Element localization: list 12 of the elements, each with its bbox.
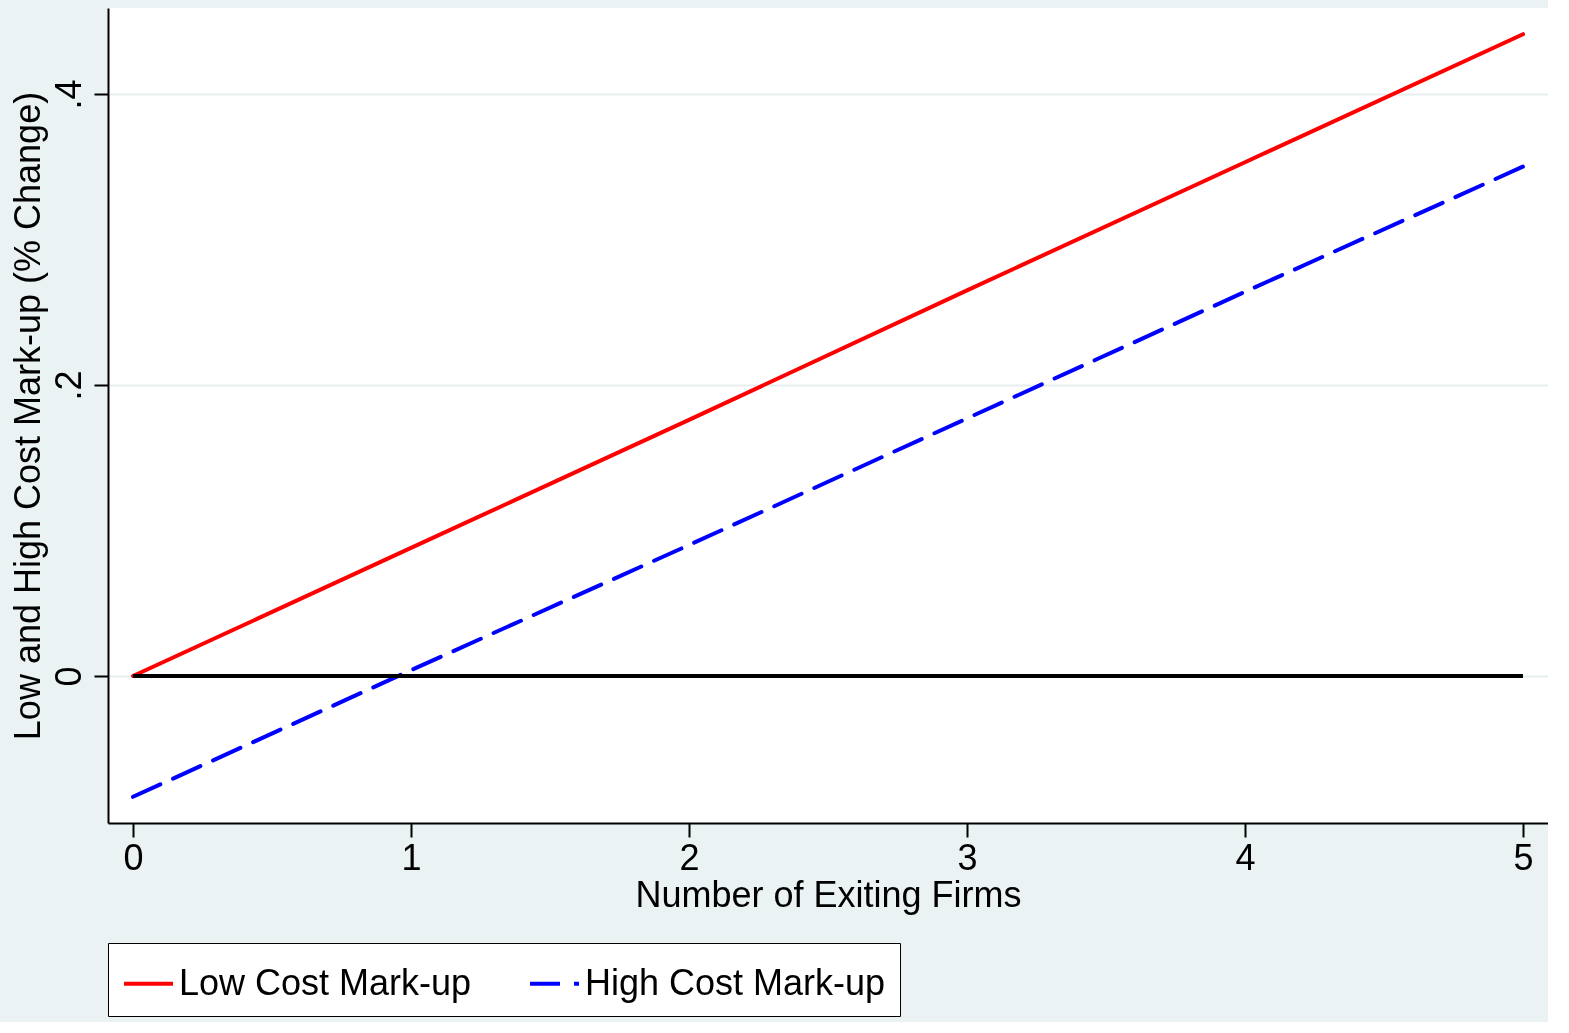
x-tick-label: 4 (1235, 836, 1256, 878)
y-axis-title: Low and High Cost Mark-up (% Change) (6, 91, 48, 741)
y-tick-label: 0 (47, 666, 89, 687)
y-tick-label: .2 (47, 370, 89, 401)
y-tick-label: .4 (47, 79, 89, 110)
line-series (131, 164, 1525, 799)
x-tick-label: 0 (123, 836, 144, 878)
x-tick-label: 1 (401, 836, 422, 878)
legend-label: High Cost Mark-up (585, 961, 886, 1003)
legend-label: Low Cost Mark-up (179, 961, 472, 1003)
x-tick-label: 5 (1513, 836, 1534, 878)
line-series (131, 32, 1525, 679)
